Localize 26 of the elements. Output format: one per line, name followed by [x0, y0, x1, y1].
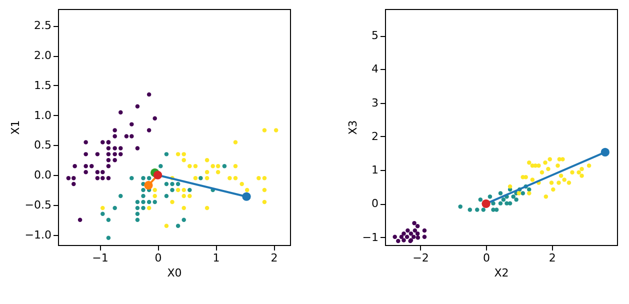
- y-tick-label: 0.5: [34, 138, 52, 152]
- x-tick-label: 2: [270, 252, 278, 264]
- y-axis-title: X1: [8, 120, 22, 135]
- x-tick-label: 1: [212, 252, 220, 264]
- y-tick-label: 5: [372, 29, 378, 42]
- y-tick-label: 0.0: [34, 168, 52, 182]
- y-tick-label: −0.5: [24, 198, 52, 212]
- y-tick-label: 2.5: [34, 19, 52, 32]
- x-tick-label: 0: [483, 252, 490, 264]
- y-tick-label: 1: [372, 164, 378, 177]
- x-tick-label: 0: [154, 252, 162, 264]
- x-tick-label: −1: [92, 252, 108, 264]
- y-tick-label: −1.0: [24, 228, 52, 242]
- x-tick-label: 2: [548, 252, 556, 264]
- x-tick-label: −2: [412, 252, 429, 264]
- y-tick-label: 0: [372, 197, 378, 210]
- y-axis-title: X3: [346, 120, 360, 135]
- y-tick-label: 2: [372, 130, 378, 143]
- x-axis-title: X0: [167, 266, 182, 280]
- y-tick-label: 2.0: [34, 49, 52, 62]
- x-axis-title: X2: [494, 266, 509, 280]
- y-tick-label: 1.5: [34, 78, 52, 92]
- y-tick-label: 1.0: [34, 108, 52, 122]
- y-tick-label: −1: [362, 230, 378, 244]
- y-tick-label: 3: [372, 96, 378, 110]
- y-tick-label: 4: [372, 62, 378, 76]
